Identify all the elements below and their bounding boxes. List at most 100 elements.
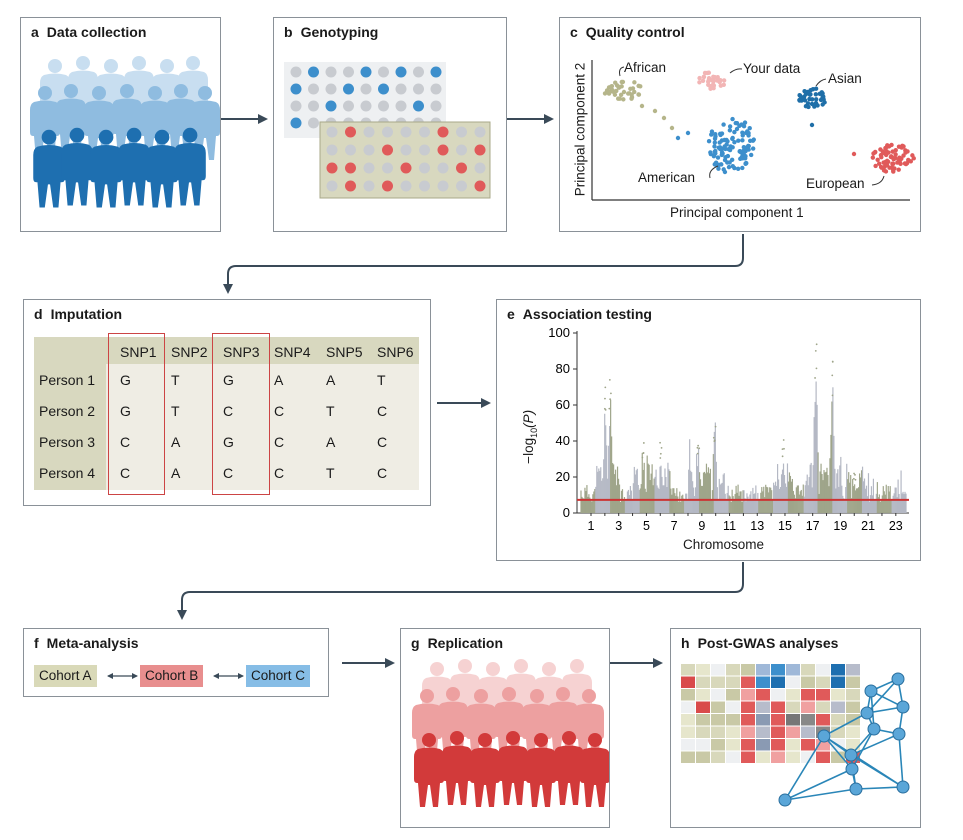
american-point bbox=[685, 130, 691, 136]
genotype-cell: C bbox=[377, 403, 388, 419]
heatmap-cell bbox=[786, 739, 800, 751]
genotype-cell: G bbox=[223, 434, 234, 450]
heatmap-cell bbox=[846, 689, 860, 701]
network-edge bbox=[823, 735, 853, 770]
african-point bbox=[661, 115, 667, 121]
heatmap-cell bbox=[756, 664, 770, 676]
network-node bbox=[849, 782, 863, 796]
well bbox=[290, 100, 302, 112]
heatmap-cell bbox=[831, 751, 845, 763]
panel-meta-analysis: f Meta-analysis Cohort A Cohort B Cohort … bbox=[23, 628, 329, 697]
well bbox=[308, 66, 319, 78]
your-data-point bbox=[697, 75, 702, 81]
heatmap-cell bbox=[831, 664, 845, 676]
association-point bbox=[659, 441, 661, 444]
association-point bbox=[782, 439, 785, 441]
well bbox=[290, 83, 302, 95]
african-point bbox=[609, 83, 615, 89]
african-point bbox=[618, 92, 624, 98]
pca-x-label: Principal component 1 bbox=[670, 205, 804, 220]
panel-title-d: d Imputation bbox=[34, 306, 122, 322]
manhattan-x-label: Chromosome bbox=[683, 537, 765, 552]
asian-point bbox=[805, 101, 811, 106]
american-point bbox=[740, 138, 745, 143]
association-point bbox=[642, 442, 645, 444]
american-point bbox=[712, 140, 718, 145]
y-label-subscript: 10 bbox=[528, 427, 539, 438]
american-point bbox=[706, 139, 712, 144]
pca-plot bbox=[591, 60, 916, 201]
network-edge bbox=[855, 786, 904, 790]
label-european: European bbox=[806, 176, 865, 191]
association-point bbox=[712, 436, 715, 439]
your-data-point bbox=[700, 78, 706, 83]
pointer-african bbox=[619, 66, 625, 77]
asian-point bbox=[797, 97, 802, 103]
heatmap-cell bbox=[711, 726, 725, 738]
your-data-point bbox=[701, 74, 707, 79]
network-edge bbox=[784, 735, 825, 801]
well bbox=[378, 83, 389, 95]
cohort-connectors bbox=[107, 673, 244, 679]
association-point bbox=[815, 343, 818, 346]
person-label: Person 2 bbox=[39, 403, 96, 419]
heatmap-cell bbox=[741, 676, 755, 688]
x-tick-label: 3 bbox=[615, 519, 622, 533]
plate-back-wells bbox=[290, 66, 442, 129]
genotype-cell: T bbox=[326, 403, 335, 419]
heatmap-cell bbox=[801, 751, 815, 763]
association-point bbox=[696, 452, 699, 455]
arrow-c-to-d bbox=[223, 234, 744, 294]
population-figures-red bbox=[412, 659, 609, 807]
american-point bbox=[709, 132, 714, 137]
well bbox=[400, 180, 412, 192]
well bbox=[308, 83, 319, 95]
african-point bbox=[632, 89, 637, 95]
cohort-c: Cohort C bbox=[246, 665, 311, 687]
american-point bbox=[741, 144, 747, 150]
your-data-point bbox=[697, 80, 702, 85]
american-point bbox=[717, 131, 723, 137]
european-point bbox=[890, 155, 896, 161]
genotype-cell: T bbox=[377, 372, 386, 388]
association-point bbox=[641, 456, 644, 459]
heatmap bbox=[681, 664, 860, 763]
snp-header: SNP2 bbox=[171, 344, 208, 360]
y-tick-label: 0 bbox=[563, 505, 570, 520]
african-point bbox=[632, 80, 637, 85]
american-point bbox=[750, 138, 756, 143]
asian-point bbox=[808, 92, 813, 97]
american-point bbox=[743, 161, 748, 166]
genotype-cell: C bbox=[377, 434, 388, 450]
heatmap-cell bbox=[801, 701, 815, 713]
european-point bbox=[870, 155, 876, 160]
african-point bbox=[629, 95, 635, 100]
pointer-your-data bbox=[729, 68, 743, 74]
x-tick-label: 7 bbox=[671, 519, 678, 533]
genotyping-plates bbox=[284, 62, 491, 199]
pointer-american bbox=[709, 165, 719, 179]
well bbox=[413, 100, 424, 112]
well bbox=[382, 126, 393, 138]
well bbox=[290, 66, 302, 78]
heatmap-cell bbox=[756, 739, 770, 751]
panel-title-f: f Meta-analysis bbox=[34, 635, 139, 651]
post-gwas-heatmap-network bbox=[681, 664, 910, 807]
european-point bbox=[893, 152, 898, 157]
american-point bbox=[719, 162, 724, 167]
american-point bbox=[735, 166, 741, 171]
your-data-point bbox=[702, 70, 708, 76]
well bbox=[395, 83, 407, 95]
heatmap-cell bbox=[846, 739, 860, 751]
association-point bbox=[814, 349, 817, 352]
snp-header: SNP3 bbox=[223, 344, 260, 360]
manhattan-y-label: −log10(P) bbox=[521, 402, 539, 472]
heatmap-cell bbox=[741, 726, 755, 738]
heatmap-cell bbox=[711, 739, 725, 751]
network-edge bbox=[823, 712, 868, 737]
american-point bbox=[730, 145, 735, 150]
panel-letter: g bbox=[411, 635, 420, 651]
heatmap-cell bbox=[741, 714, 755, 726]
pca-points bbox=[602, 70, 916, 175]
heatmap-cell bbox=[846, 676, 860, 688]
